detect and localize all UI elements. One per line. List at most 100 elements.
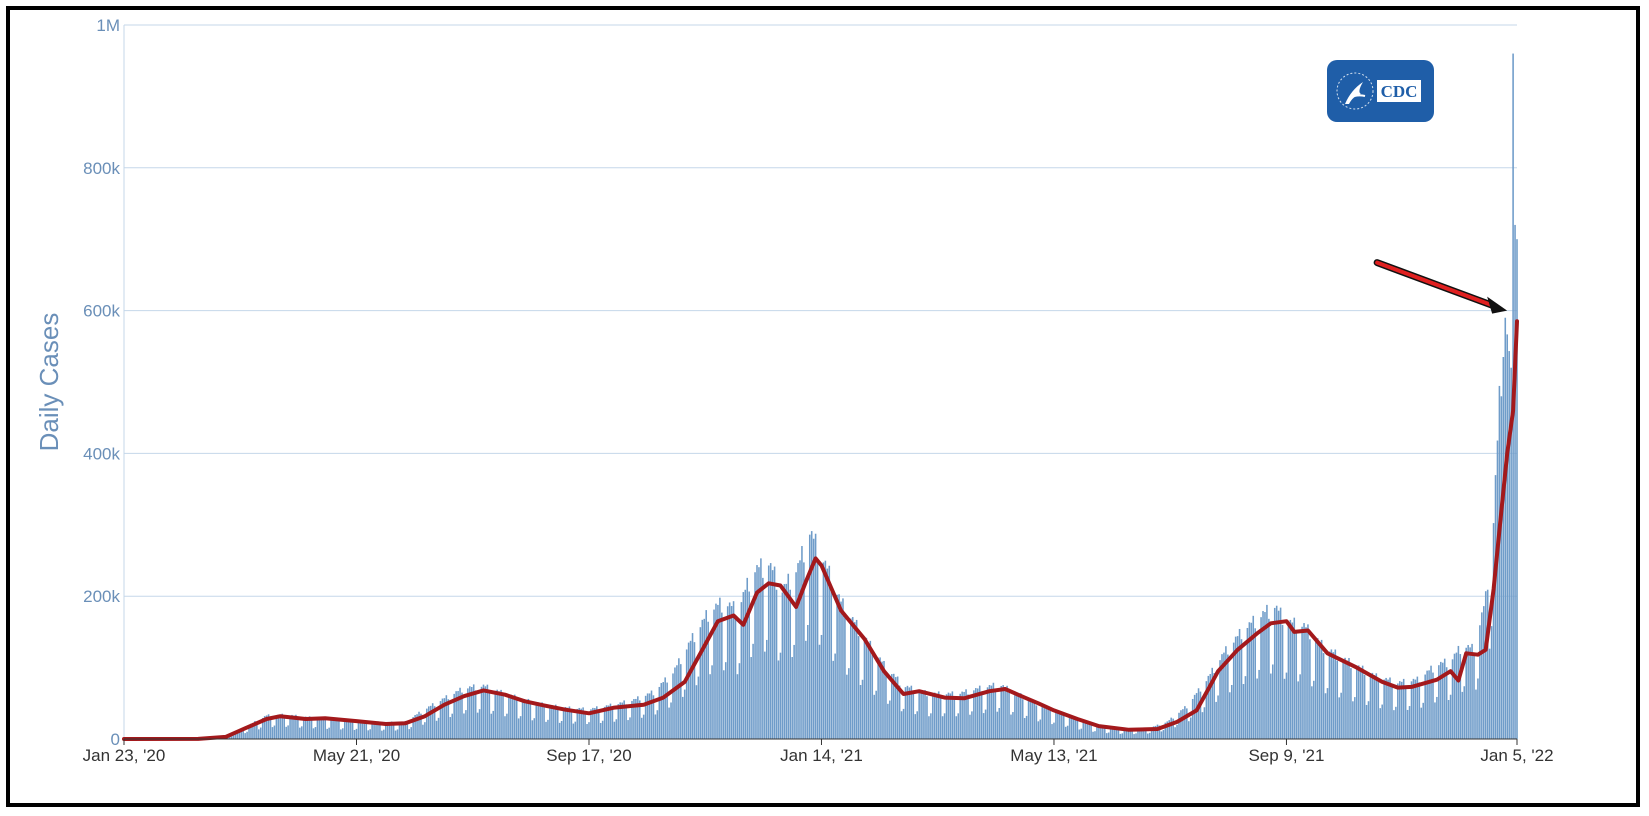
daily-case-bar [1258, 669, 1260, 739]
daily-case-bar [1182, 709, 1184, 739]
daily-case-bar [850, 618, 852, 739]
daily-case-bar [814, 533, 817, 739]
daily-case-bar [592, 707, 594, 739]
daily-case-bar [1174, 727, 1176, 739]
daily-case-bar [519, 716, 522, 739]
daily-case-bar [1012, 712, 1014, 739]
daily-case-bar [676, 665, 678, 739]
daily-case-bar [343, 720, 346, 739]
daily-case-bar [513, 694, 516, 739]
daily-case-bar [609, 703, 612, 739]
daily-case-bar [623, 700, 625, 739]
daily-case-bar [824, 560, 827, 739]
daily-case-bar [1373, 675, 1376, 739]
daily-case-bar [523, 699, 526, 739]
daily-case-bar [1230, 684, 1233, 739]
daily-case-bar [1180, 710, 1182, 739]
daily-case-bar [1084, 721, 1087, 739]
daily-case-bar [918, 691, 920, 739]
daily-case-bar [1131, 729, 1133, 739]
daily-case-bar [431, 703, 434, 739]
daily-case-bar [807, 625, 809, 739]
daily-case-bar [447, 699, 450, 739]
daily-case-bar [631, 700, 633, 739]
daily-case-bar [594, 708, 596, 739]
daily-case-bar [1023, 718, 1026, 739]
daily-case-bar [1027, 699, 1030, 739]
daily-case-bar [453, 693, 455, 739]
daily-case-bar [939, 696, 942, 739]
daily-case-bar [1209, 673, 1212, 739]
daily-case-bar [1424, 674, 1426, 739]
daily-case-bar [1215, 701, 1217, 739]
daily-case-bar [1160, 731, 1163, 739]
daily-case-bar [967, 694, 969, 739]
daily-case-bar [1428, 670, 1430, 739]
daily-case-bar [285, 726, 287, 739]
daily-case-bar [406, 721, 409, 739]
daily-case-bar [1096, 726, 1098, 739]
daily-case-bar [258, 729, 260, 739]
daily-case-bar [674, 667, 676, 739]
daily-case-bar [1375, 673, 1378, 739]
daily-case-bar [310, 719, 313, 739]
daily-case-bar [1272, 664, 1274, 739]
daily-case-bar [658, 686, 661, 739]
daily-case-bar [705, 610, 707, 739]
daily-case-bar [492, 710, 495, 739]
daily-case-bar [1062, 715, 1065, 739]
daily-case-bar [1268, 618, 1270, 739]
daily-case-bar [693, 642, 696, 739]
daily-case-bar [877, 657, 879, 739]
daily-case-bar [549, 705, 551, 739]
daily-case-bar [783, 584, 786, 739]
daily-case-bar [263, 716, 266, 739]
daily-case-bar [289, 715, 291, 739]
daily-case-bar [959, 693, 961, 739]
daily-case-bar [1217, 695, 1219, 739]
daily-case-bar [615, 719, 618, 739]
daily-case-bar [603, 706, 606, 739]
daily-case-bar [322, 717, 325, 739]
daily-case-bar [785, 583, 788, 739]
daily-case-bar [765, 639, 768, 739]
daily-case-bar [1404, 685, 1407, 739]
daily-case-bar [1242, 684, 1245, 739]
daily-case-bar [281, 713, 284, 739]
daily-case-bar [566, 707, 569, 739]
daily-case-bar [1469, 647, 1471, 739]
daily-case-bar [1490, 626, 1493, 739]
daily-case-bar [891, 674, 893, 739]
daily-case-bar [1369, 674, 1372, 739]
daily-case-bar [1334, 649, 1337, 739]
daily-case-bar [937, 691, 940, 739]
daily-case-bar [1219, 660, 1221, 739]
daily-case-bar [502, 696, 504, 739]
daily-case-bar [564, 707, 567, 739]
daily-case-bar [1143, 727, 1145, 739]
daily-case-bar [449, 717, 452, 739]
daily-case-bar [1346, 660, 1348, 739]
daily-case-bar [957, 713, 960, 739]
daily-case-bar [1119, 733, 1122, 739]
daily-case-bar [1076, 720, 1079, 739]
daily-case-bar [527, 698, 530, 739]
daily-case-bar [1045, 706, 1047, 739]
daily-case-bar [1129, 728, 1131, 739]
daily-case-bar [1365, 704, 1368, 739]
daily-case-bar [1279, 607, 1282, 739]
daily-case-bar [703, 618, 706, 739]
daily-case-bar [1047, 706, 1049, 739]
daily-case-bar [590, 709, 592, 739]
daily-case-bar [402, 721, 405, 739]
daily-case-bar [476, 712, 479, 739]
daily-case-bar [535, 703, 538, 739]
daily-case-bar [369, 729, 371, 739]
daily-case-bar [826, 568, 829, 739]
daily-case-bar [1447, 700, 1450, 739]
daily-case-bar [451, 713, 454, 739]
daily-case-bar [510, 694, 512, 739]
daily-case-bar [1400, 681, 1403, 739]
daily-case-bar [1057, 711, 1059, 739]
daily-case-bar [1305, 627, 1307, 739]
